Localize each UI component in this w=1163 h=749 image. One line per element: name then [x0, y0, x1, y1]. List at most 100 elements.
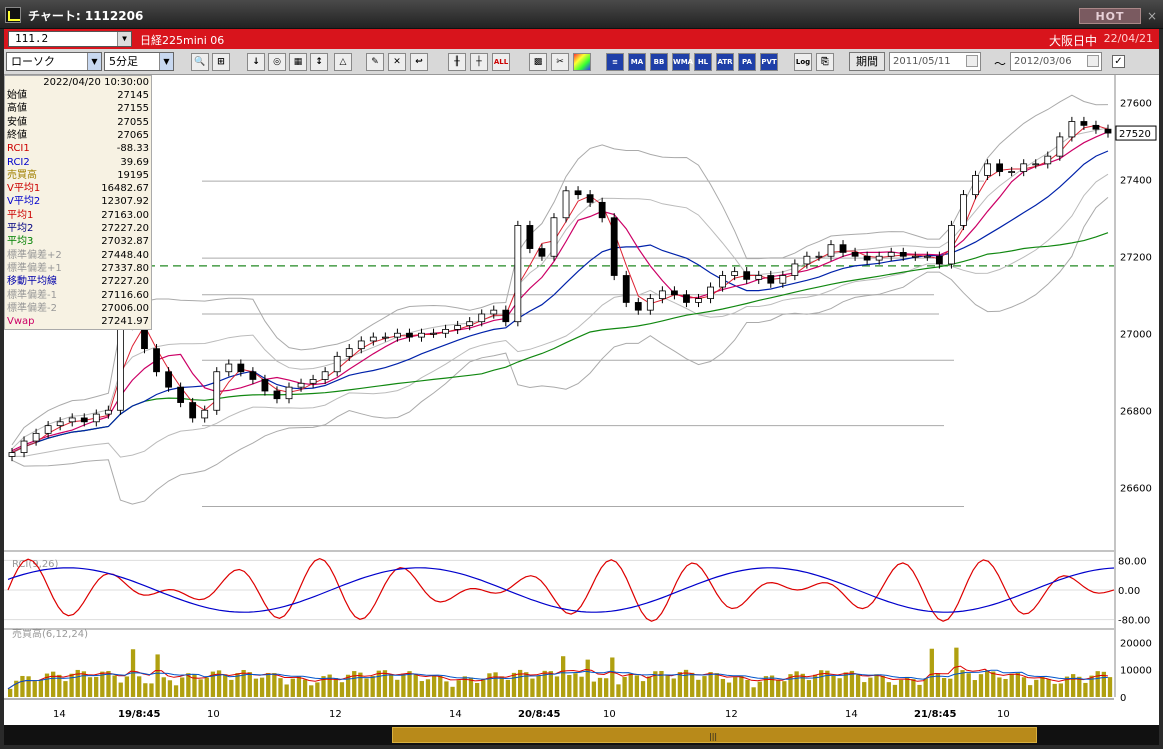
- download-icon[interactable]: ↓: [247, 53, 265, 71]
- chart-type-select[interactable]: ローソク ▼: [6, 52, 102, 71]
- candle-body: [683, 294, 690, 303]
- chevron-down-icon[interactable]: ▼: [159, 53, 173, 70]
- data-panel-label: 平均3: [7, 236, 34, 248]
- compare-icon[interactable]: ↕: [310, 53, 328, 71]
- volume-bar: [1052, 683, 1057, 697]
- candle-body: [803, 255, 811, 265]
- volume-bar: [468, 677, 474, 697]
- chevron-down-icon[interactable]: ▼: [117, 32, 131, 46]
- volume-bar: [8, 688, 13, 697]
- volume-bar: [757, 681, 762, 697]
- data-panel-value: 19195: [117, 169, 149, 181]
- data-panel-row: 平均1 27163.00: [7, 209, 151, 222]
- calendar-icon[interactable]: [1087, 55, 1099, 67]
- export-icon[interactable]: ⎘: [816, 53, 834, 71]
- volume-bar: [315, 682, 320, 697]
- chart-area[interactable]: 27600 27400 27200 27000 26800 26600 27520 80.00…: [4, 75, 1159, 725]
- volume-bar: [597, 677, 603, 697]
- chart-grid-icon[interactable]: ▦: [289, 53, 307, 71]
- candle-body: [851, 251, 859, 257]
- volume-bar: [81, 671, 87, 697]
- volume-bar: [776, 679, 781, 697]
- volume-bar: [345, 674, 351, 697]
- volume-bar: [665, 675, 670, 697]
- zoom-icon[interactable]: 🔍: [191, 53, 209, 71]
- volume-bar: [14, 680, 19, 697]
- chart-canvas[interactable]: 27600 27400 27200 27000 26800 26600 27520 80.00…: [4, 75, 1159, 725]
- volume-bar: [696, 679, 701, 697]
- volume-bar: [431, 675, 437, 697]
- volume-bar: [898, 679, 904, 697]
- volume-bar: [395, 679, 400, 697]
- chevron-down-icon[interactable]: ▼: [87, 53, 101, 70]
- volume-bar: [733, 677, 738, 697]
- x-tick-label: 14: [845, 709, 858, 720]
- search-chart-icon[interactable]: ◎: [268, 53, 286, 71]
- candle-body: [357, 340, 365, 350]
- data-panel-label: 標準偏差-1: [7, 289, 57, 301]
- hl-button[interactable]: HL: [694, 53, 712, 71]
- symbol-input[interactable]: 111.2 ▼: [8, 31, 132, 47]
- period-checkbox[interactable]: ✓: [1112, 55, 1125, 68]
- volume-bar: [100, 671, 105, 697]
- chart-type-value: ローソク: [11, 55, 55, 68]
- candle-body: [815, 255, 823, 258]
- log-button[interactable]: Log: [794, 53, 812, 71]
- candle-body: [104, 409, 112, 415]
- candle-body: [671, 290, 678, 296]
- date-range-separator: ～: [994, 57, 1007, 71]
- candle-alt-icon[interactable]: ┼: [470, 53, 488, 71]
- interval-select[interactable]: 5分足 ▼: [104, 52, 174, 71]
- data-panel-value: 27006.00: [101, 302, 149, 314]
- wma-button[interactable]: WMA: [672, 53, 693, 71]
- candle-body: [153, 348, 160, 373]
- data-panel-row: 移動平均線 27227.20: [7, 275, 151, 288]
- bb-button[interactable]: BB: [650, 53, 668, 71]
- volume-bar: [720, 678, 726, 697]
- lines-icon[interactable]: ≡: [606, 53, 624, 71]
- data-panel-value: 27241.97: [101, 316, 149, 328]
- atr-button[interactable]: ATR: [716, 53, 734, 71]
- chart-scrollbar[interactable]: |||: [4, 725, 1159, 745]
- symbol-info-bar: 111.2 ▼ 日経225mini 06 大阪日中 22/04/21: [4, 29, 1159, 49]
- data-panel-row: 平均3 27032.87: [7, 235, 151, 248]
- warning-icon[interactable]: △: [334, 53, 352, 71]
- data-panel-row: V平均2 12307.92: [7, 195, 151, 208]
- volume-bar: [782, 681, 787, 697]
- volume-bar: [1021, 677, 1027, 697]
- grip-icon: |||: [709, 732, 718, 741]
- scrollbar-thumb[interactable]: |||: [392, 727, 1037, 743]
- volume-bar: [278, 678, 283, 697]
- data-panel-value: 27227.20: [101, 276, 149, 288]
- data-panel-label: 標準偏差-2: [7, 302, 57, 314]
- data-panel-row: 売買高 19195: [7, 169, 151, 182]
- volume-bar: [198, 679, 203, 697]
- tools-icon[interactable]: ✂: [551, 53, 569, 71]
- date-from-input[interactable]: 2011/05/11: [889, 52, 981, 71]
- data-panel-row: 平均2 27227.20: [7, 222, 151, 235]
- candle-icon[interactable]: ╫: [448, 53, 466, 71]
- pen-icon[interactable]: ✎: [366, 53, 384, 71]
- crosshair-icon[interactable]: ⊞: [212, 53, 230, 71]
- calendar-icon[interactable]: [966, 55, 978, 67]
- candle-body: [261, 379, 269, 392]
- pattern-icon[interactable]: ▩: [529, 53, 547, 71]
- period-button[interactable]: 期間: [849, 52, 885, 71]
- date-to-input[interactable]: 2012/03/06: [1010, 52, 1102, 71]
- volume-bar: [634, 675, 640, 697]
- close-icon[interactable]: ×: [1146, 9, 1158, 23]
- eraser-icon[interactable]: ✕: [388, 53, 406, 71]
- ma-button[interactable]: MA: [628, 53, 646, 71]
- volume-bar: [266, 672, 271, 697]
- candle-body: [923, 255, 931, 258]
- hot-button[interactable]: HOT: [1079, 8, 1141, 24]
- arrow-icon[interactable]: ↩: [410, 53, 428, 71]
- all-button[interactable]: ALL: [492, 53, 510, 71]
- color-icon[interactable]: [573, 53, 591, 71]
- candle-body: [1008, 171, 1016, 173]
- market-session: 大阪日中: [1048, 34, 1097, 48]
- volume-bar: [284, 684, 289, 697]
- volume-bar: [161, 677, 166, 697]
- pvt-button[interactable]: PVT: [760, 53, 778, 71]
- pa-button[interactable]: PA: [738, 53, 756, 71]
